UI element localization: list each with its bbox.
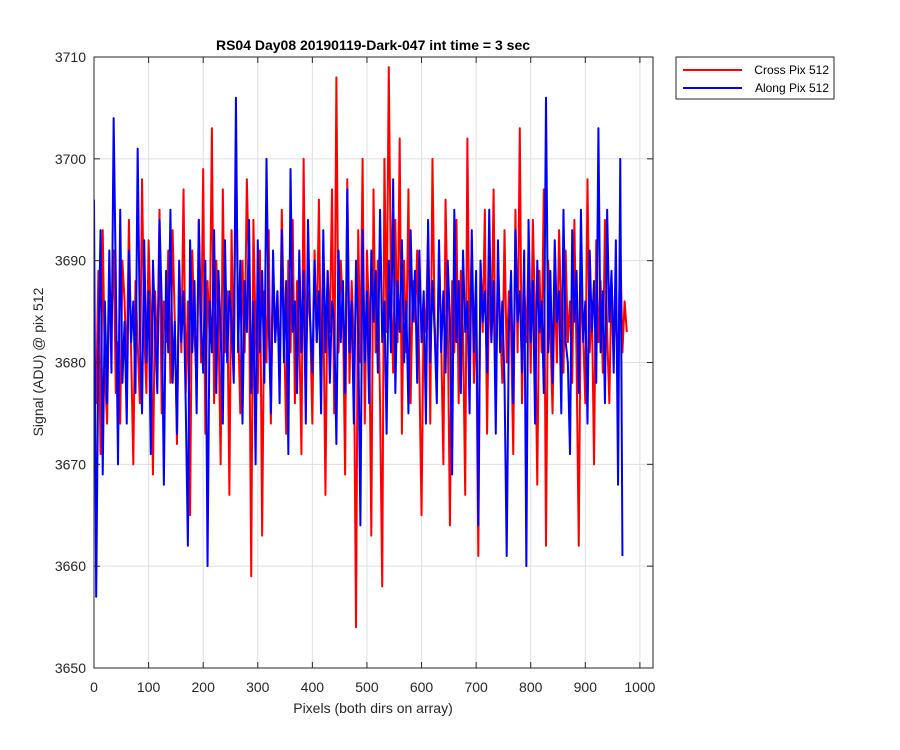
x-tick-label: 500	[355, 679, 379, 695]
y-tick-label: 3690	[55, 253, 86, 269]
ticks: 0 100 200 300 400 500 600 700 800 900 1000 3650 3660…	[55, 49, 656, 695]
legend-box	[675, 56, 835, 100]
x-tick-label: 700	[464, 679, 488, 695]
x-tick-label: 600	[410, 679, 434, 695]
legend-label-along: Along Pix 512	[755, 81, 829, 95]
legend: Cross Pix 512 Along Pix 512	[675, 56, 835, 100]
y-axis-label: Signal (ADU) @ pix 512	[30, 287, 46, 436]
x-axis-label: Pixels (both dirs on array)	[293, 700, 453, 716]
x-tick-label: 200	[192, 679, 216, 695]
y-tick-label: 3710	[55, 49, 86, 65]
chart-title: RS04 Day08 20190119-Dark-047 int time = …	[216, 37, 530, 53]
x-tick-label: 0	[90, 679, 98, 695]
x-tick-label: 1000	[624, 679, 655, 695]
x-tick-label: 900	[574, 679, 598, 695]
x-tick-label: 400	[301, 679, 325, 695]
y-tick-label: 3700	[55, 151, 86, 167]
series-line-0	[94, 66, 628, 629]
y-tick-label: 3670	[55, 456, 86, 472]
x-tick-label: 100	[137, 679, 161, 695]
series-line-1	[94, 96, 624, 598]
y-tick-label: 3660	[55, 558, 86, 574]
x-tick-label: 800	[519, 679, 543, 695]
y-tick-label: 3680	[55, 355, 86, 371]
series-layer	[94, 66, 628, 629]
legend-label-cross: Cross Pix 512	[754, 63, 829, 77]
y-tick-label: 3650	[55, 660, 86, 676]
x-tick-label: 300	[246, 679, 270, 695]
